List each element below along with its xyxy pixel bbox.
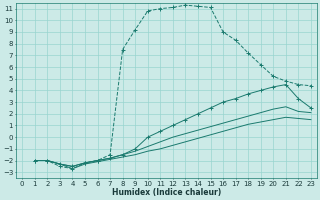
X-axis label: Humidex (Indice chaleur): Humidex (Indice chaleur) — [112, 188, 221, 197]
